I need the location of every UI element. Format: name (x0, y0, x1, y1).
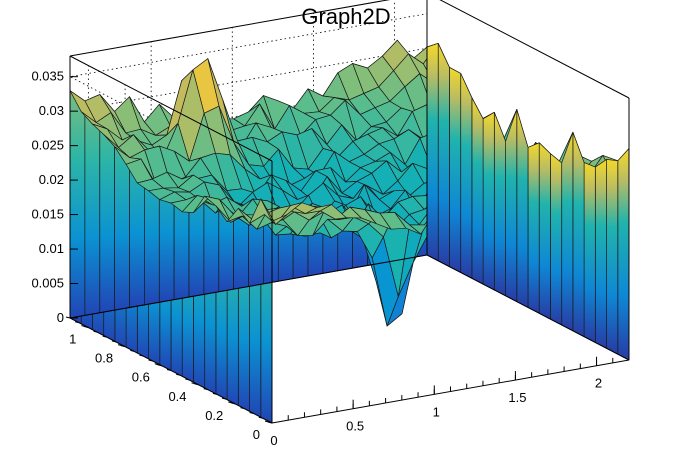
surface-curtain-right (583, 162, 596, 343)
x-tick-label: 0 (270, 433, 277, 448)
surface-cell (260, 198, 288, 225)
z-tick-label: 0.03 (39, 103, 64, 118)
surface-curtain-right (594, 159, 607, 349)
y-minor-tick (157, 364, 162, 367)
x-tick-label: 1 (433, 404, 440, 419)
z-tick-label: 0.01 (39, 241, 64, 256)
y-minor-tick (176, 373, 181, 376)
y-minor-tick (249, 411, 254, 414)
surface-curtain-right (482, 111, 495, 291)
surface-curtain-right (550, 153, 563, 326)
x-tick-label: 0.5 (346, 419, 364, 434)
box-edge-top-back (69, 0, 391, 57)
surface-layer (69, 39, 630, 424)
y-minor-tick (258, 416, 263, 419)
axes-layer (65, 0, 630, 424)
y-tick-label: 0.4 (168, 389, 186, 404)
chart-title: Graph2D (301, 4, 390, 29)
surface-curtain-right (572, 131, 585, 338)
box-edge-bottom-right (426, 254, 630, 361)
y-minor-tick (130, 349, 135, 352)
labels-layer: 0 0.005 0.01 0.015 0.02 0.025 0.03 0.035 0 0.2 0.4… (31, 69, 602, 448)
y-minor-tick (93, 330, 98, 333)
y-minor-tick (221, 397, 227, 400)
y-minor-tick (166, 369, 172, 371)
z-grid-line (68, 13, 428, 183)
box-edge-bottom-back (69, 254, 428, 319)
y-minor-tick (240, 407, 245, 410)
y-minor-tick (84, 326, 89, 329)
z-tick-label: 0.035 (31, 69, 64, 84)
surface-curtain-right (561, 131, 574, 332)
surface-curtain-right (606, 159, 619, 355)
surface-curtain-right (449, 66, 462, 273)
y-minor-tick (212, 392, 218, 395)
y-minor-tick (65, 316, 71, 319)
surface-curtain-right (471, 97, 484, 285)
surface-curtain-right (617, 148, 630, 361)
y-minor-tick (203, 388, 208, 391)
y-tick-label: 0.2 (205, 408, 223, 423)
y-tick-label: 0 (253, 427, 260, 442)
z-tick-label: 0.02 (39, 172, 64, 187)
y-minor-tick (231, 402, 236, 405)
surface-curtain-right (527, 142, 540, 314)
y-minor-tick (194, 383, 199, 386)
surface-curtain-right (505, 109, 518, 303)
z-grid-line (68, 47, 428, 217)
z-tick-label: 0.015 (31, 207, 64, 222)
surface-curtain-right (516, 109, 529, 308)
y-minor-tick (75, 321, 80, 324)
y-minor-tick (102, 335, 107, 338)
surface-curtain-right (493, 111, 506, 297)
y-minor-tick (185, 378, 190, 381)
box-edge-top-right (439, 0, 630, 99)
surface-curtain-right (460, 73, 473, 279)
x-tick-label: 1.5 (508, 390, 526, 405)
y-minor-tick (120, 345, 126, 348)
box-edge-top-left (69, 55, 273, 162)
y-tick-label: 0.8 (95, 351, 113, 366)
x-tick-label: 2 (595, 376, 602, 391)
z-tick-label: 0 (57, 310, 64, 325)
y-tick-label: 0.6 (132, 370, 150, 385)
z-tick-label: 0.005 (31, 276, 64, 291)
y-minor-tick (267, 421, 273, 424)
surface-curtain-right (426, 42, 439, 262)
surface-curtain-right (538, 142, 551, 320)
z-tick-label: 0.025 (31, 138, 64, 153)
y-tick-label: 1 (69, 332, 76, 347)
y-minor-tick (111, 340, 117, 343)
surface-curtain-right (437, 42, 450, 268)
y-minor-tick (148, 359, 153, 362)
y-minor-tick (139, 354, 144, 357)
